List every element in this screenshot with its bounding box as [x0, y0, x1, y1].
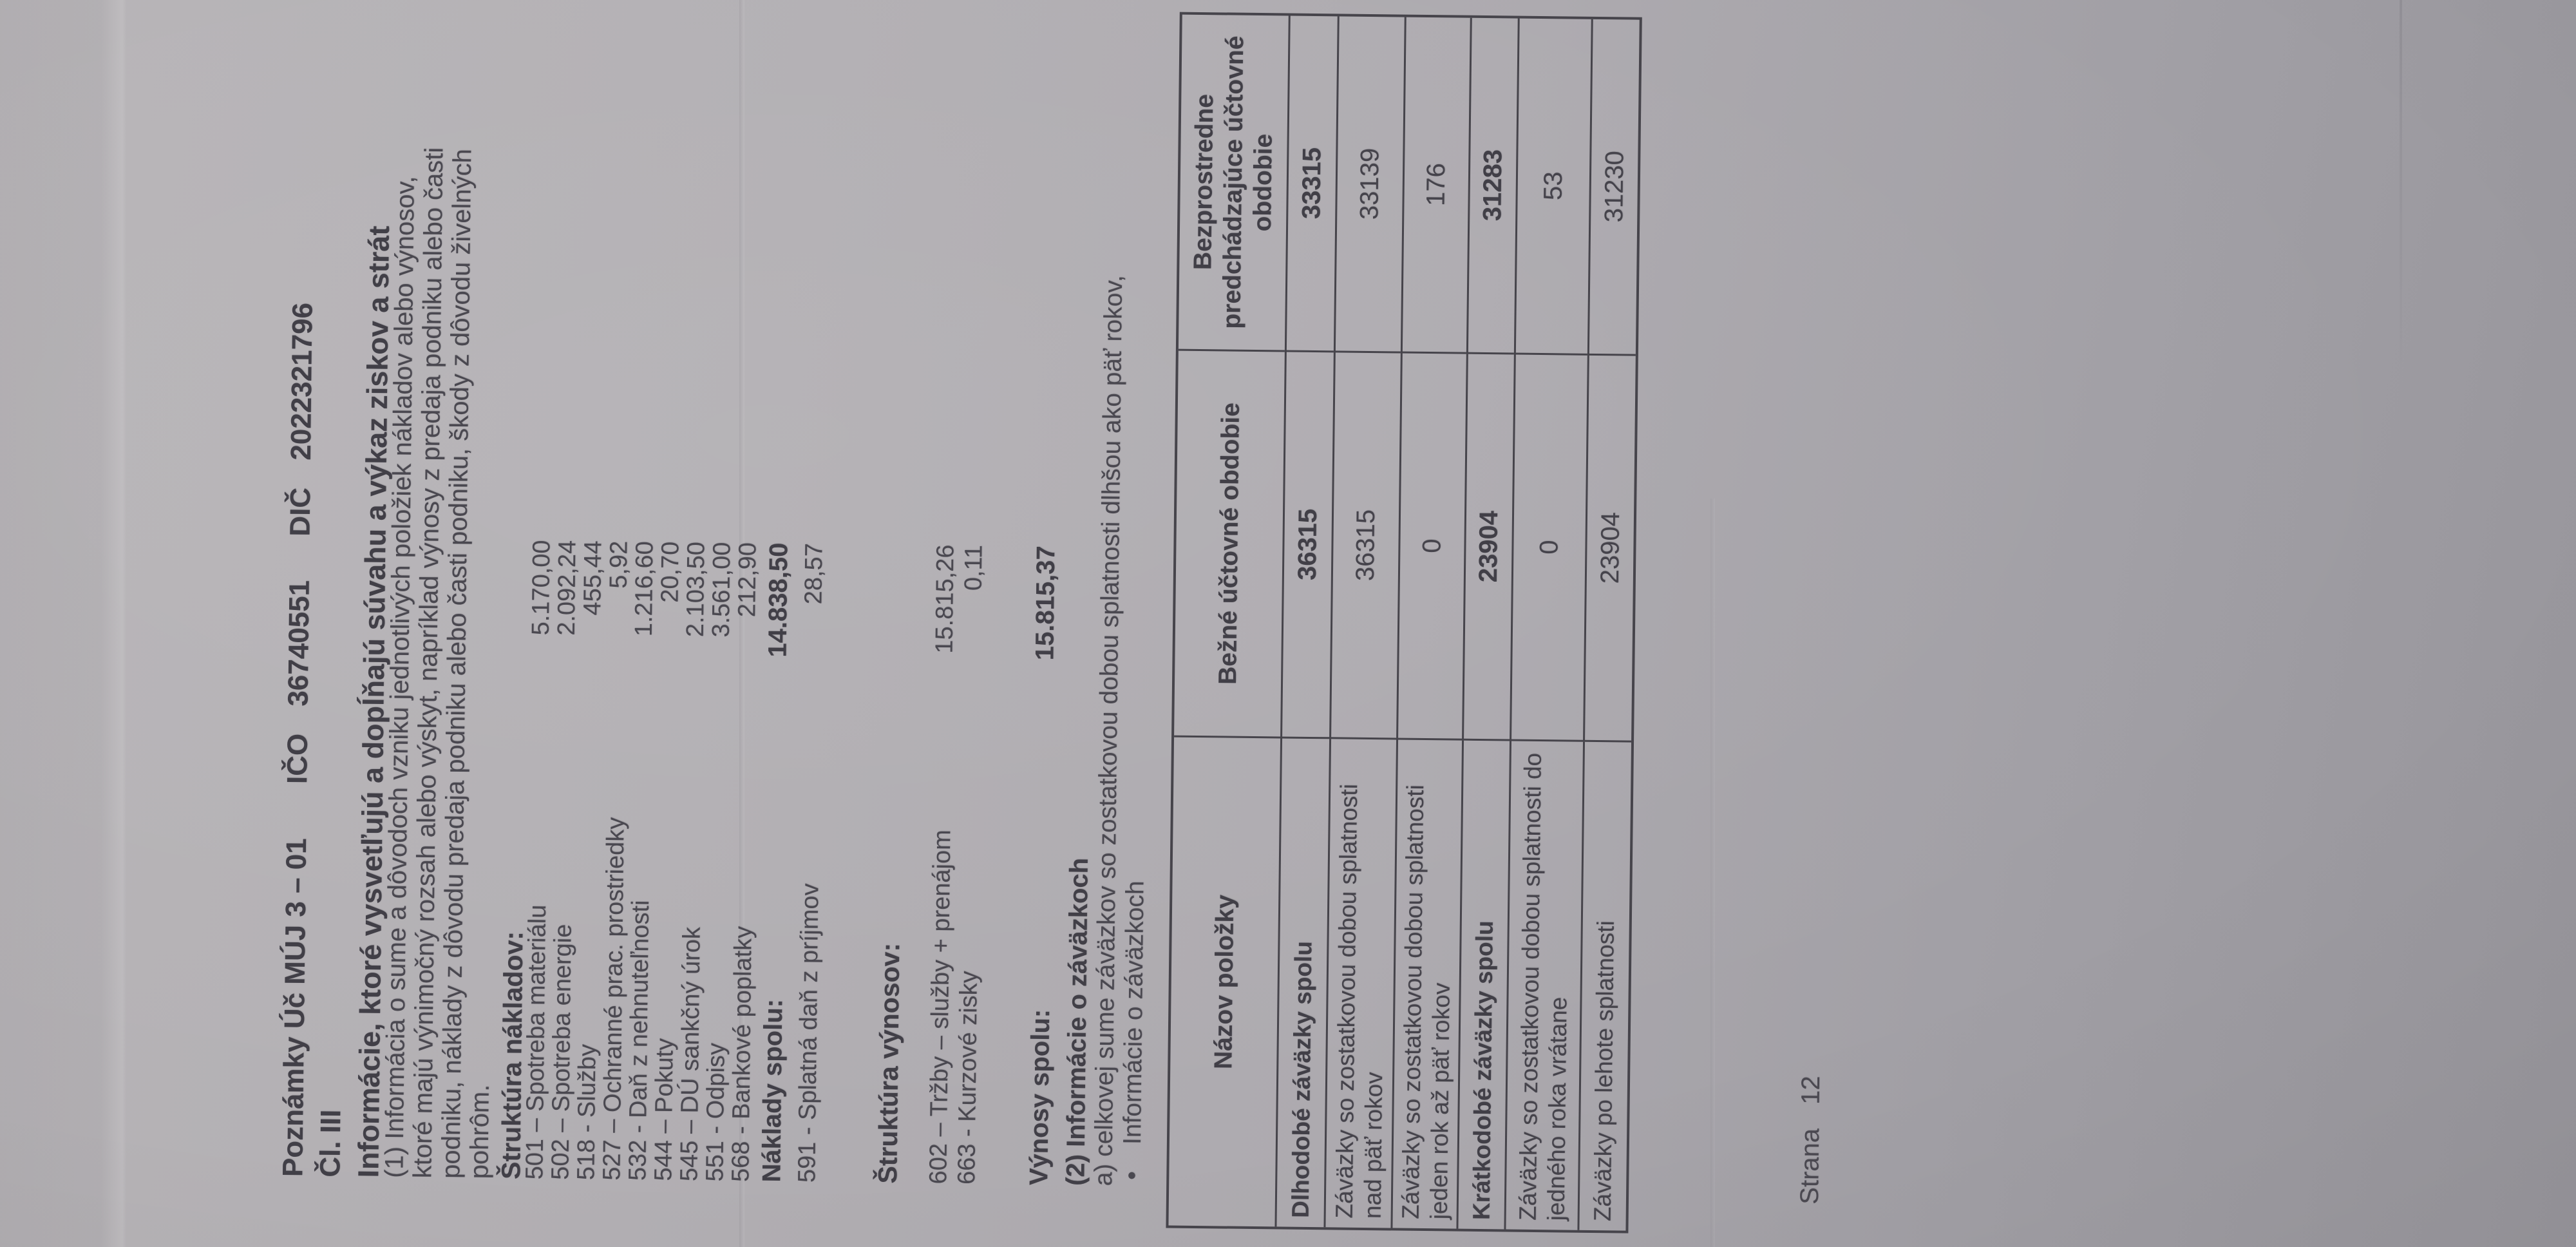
form-header-line: Poznámky Úč MÚJ 3 – 01 IČO 36740551 DIČ … — [277, 28, 322, 1177]
revenues-heading: Štruktúra výnosov: — [873, 942, 905, 1184]
revenues-total-label: Výnosy spolu: — [1025, 1009, 1056, 1186]
revenue-row: 602 – Tržby – služby + prenájom 15.815,2… — [925, 544, 960, 1185]
cost-label: 502 – Spotreba energie — [547, 924, 577, 1181]
table-header-current-period: Bežné účtovné obdobie — [1174, 350, 1285, 739]
cost-label: 568 - Bankové poplatky — [727, 926, 757, 1183]
document-body: Poznámky Úč MÚJ 3 – 01 IČO 36740551 DIČ … — [3, 0, 1159, 1247]
page-number-label: Strana — [1795, 1128, 1825, 1205]
cost-value: 5,92 — [605, 540, 633, 589]
paper-edge — [2400, 0, 2402, 399]
bullet-icon: • — [1118, 1170, 1146, 1181]
table-cell-previous: 176 — [1400, 17, 1470, 354]
table-cell-previous: 31283 — [1466, 17, 1518, 355]
cost-value: 20,70 — [656, 541, 685, 604]
revenues-total-row: Výnosy spolu: 15.815,37 — [1025, 546, 1060, 1185]
table-cell-current: 36315 — [1329, 352, 1401, 740]
ico-label: IČO — [281, 733, 314, 785]
cost-value: 212,90 — [734, 542, 762, 618]
cost-value: 2.103,50 — [681, 541, 710, 638]
cost-label: 551 - Odpisy — [701, 1042, 730, 1182]
cost-label: 545 – DÚ sankčný úrok — [676, 926, 706, 1182]
revenue-label: 663 - Kurzové zisky — [953, 971, 983, 1185]
cost-label: 544 – Pokuty — [650, 1038, 679, 1181]
table-row-name: Záväzky so zostatkovou dobou splatnosti … — [1323, 739, 1397, 1228]
article-heading: Čl. III — [314, 1109, 347, 1178]
revenue-label: 602 – Tržby – služby + prenájom — [925, 830, 956, 1185]
table-row-name: Krátkodobé záväzky spolu — [1456, 740, 1510, 1230]
table-header-previous-period: Bezprostredne predchádzajúce účtovné obd… — [1178, 14, 1289, 352]
table-cell-previous: 33139 — [1333, 16, 1405, 354]
cost-label: 532 - Daň z nehnuteľnosti — [624, 900, 655, 1181]
tax-label: 591 - Splatná daň z príjmov — [793, 883, 824, 1183]
revenues-total-value: 15.815,37 — [1030, 546, 1061, 661]
table-row-name: Dlhodobé záväzky spolu — [1274, 738, 1330, 1228]
form-id: Poznámky Úč MÚJ 3 – 01 — [277, 838, 313, 1177]
table-cell-current: 0 — [1396, 353, 1466, 741]
costs-total-row: Náklady spolu: 14.838,50 — [757, 542, 793, 1182]
costs-list: 501 – Spotreba materiálu 5.170,00 502 – … — [521, 30, 766, 1183]
revenue-value: 15.815,26 — [931, 544, 960, 654]
ico-value: 36740551 — [282, 580, 316, 707]
cost-value: 2.092,24 — [553, 540, 582, 636]
dic-label: DIČ — [284, 487, 317, 537]
table-cell-current: 0 — [1510, 354, 1587, 742]
cost-value: 3.561,00 — [707, 542, 736, 638]
revenue-row: 663 - Kurzové zisky 0,11 — [953, 544, 988, 1185]
table-row-name: Záväzky so zostatkovou dobou splatnosti … — [1504, 741, 1584, 1230]
table-cell-previous: 31230 — [1587, 19, 1640, 356]
table-cell-current: 23904 — [1462, 354, 1514, 741]
cost-value: 5.170,00 — [527, 540, 556, 636]
cost-value: 455,44 — [579, 540, 607, 616]
cost-label: 518 - Služby — [573, 1043, 601, 1181]
cost-label: 501 – Spotreba materiálu — [521, 904, 552, 1180]
dic-value: 2022321796 — [285, 302, 319, 461]
revenue-value: 0,11 — [960, 544, 988, 591]
liabilities-bullet-text: Informácie o záväzkoch — [1118, 881, 1150, 1145]
tax-row: 591 - Splatná daň z príjmov 28,57 — [793, 542, 828, 1183]
costs-total-label: Náklady spolu: — [757, 998, 788, 1183]
table-header-name: Názov položky — [1209, 894, 1239, 1070]
table-row-name: Záväzky po lehote splatnosti — [1577, 741, 1632, 1231]
liabilities-table: Názov položky Bežné účtovné obdobie Bezp… — [1166, 12, 1642, 1233]
tax-value: 28,57 — [800, 542, 828, 605]
table-row-name: Záväzky so zostatkovou dobou splatnosti … — [1390, 739, 1463, 1229]
cost-value: 1.216,60 — [630, 540, 659, 637]
table-cell-previous: 53 — [1513, 18, 1591, 356]
paragraph: (1) Informácia o sume a dôvodoch vzniku … — [380, 29, 506, 1179]
page-number: Strana 12 — [1795, 1076, 1825, 1204]
table-cell-current: 36315 — [1280, 352, 1334, 739]
table-cell-previous: 33315 — [1284, 15, 1338, 353]
page-number-value: 12 — [1796, 1076, 1826, 1105]
document-page: Poznámky Úč MÚJ 3 – 01 IČO 36740551 DIČ … — [3, 0, 2413, 1247]
costs-total-value: 14.838,50 — [763, 542, 793, 658]
table-cell-current: 23904 — [1583, 355, 1636, 743]
